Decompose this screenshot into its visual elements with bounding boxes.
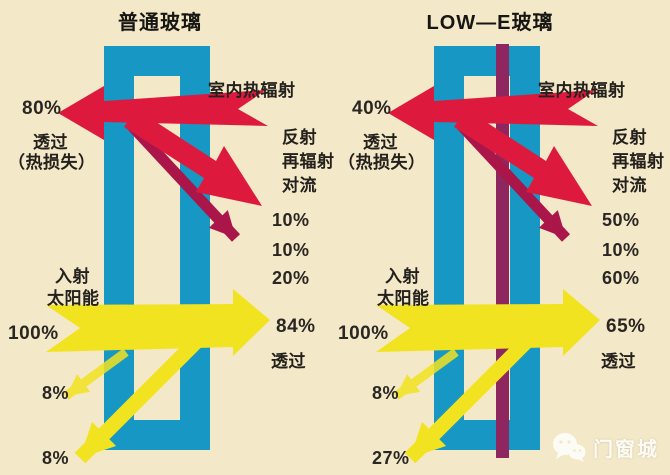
solar-through-label: 透过 <box>601 352 636 371</box>
convection-label: 对流 <box>612 176 647 195</box>
indoor-heat-arrow <box>58 86 268 140</box>
reflect-label: 反射 <box>612 128 647 147</box>
convection-pct: 60% <box>602 268 640 288</box>
solar-absorbed-arrow <box>404 322 546 464</box>
incident-solar-label-line1: 入射 <box>385 267 420 286</box>
indoor-heat-arrow <box>388 86 598 140</box>
reflect-pct: 10% <box>272 210 310 230</box>
heat-loss-note: （热损失） <box>8 153 96 172</box>
reradiate-label: 再辐射 <box>612 152 665 171</box>
reflected-heat-arrow <box>454 109 592 206</box>
reradiation-arrow <box>125 120 241 242</box>
reradiate-pct: 10% <box>272 240 310 260</box>
incident-solar-pct: 100% <box>8 323 59 344</box>
wechat-icon <box>553 433 586 462</box>
heat-loss-through-label: 透过 <box>33 133 68 152</box>
lowe-glass-panel: LOW—E玻璃 40% 透过 （热损失） 室内热辐射 反射 再辐射 对流 50%… <box>330 0 670 475</box>
reflected-heat-arrow <box>124 109 262 206</box>
reflect-pct: 50% <box>602 210 640 230</box>
window-frame <box>434 46 540 450</box>
solar-reflected-arrow <box>63 348 129 400</box>
window-frame <box>104 46 210 450</box>
heat-loss-pct: 40% <box>352 98 392 119</box>
heat-loss-through-label: 透过 <box>363 133 398 152</box>
reradiate-pct: 10% <box>602 240 640 260</box>
solar-absorbed-pct: 27% <box>372 448 410 468</box>
ordinary-glass-graphic <box>46 46 270 464</box>
reradiation-arrow <box>455 120 571 242</box>
solar-reflected-pct: 8% <box>372 383 400 403</box>
solar-absorbed-arrow <box>74 322 216 464</box>
heat-loss-note: （热损失） <box>338 153 426 172</box>
solar-reflected-pct: 8% <box>42 383 70 403</box>
indoor-heat-label: 室内热辐射 <box>208 81 296 100</box>
reradiate-label: 再辐射 <box>282 152 335 171</box>
panel-title: LOW—E玻璃 <box>426 12 554 34</box>
solar-main-arrow <box>46 289 270 356</box>
solar-through-pct: 84% <box>276 316 316 337</box>
panel-title: 普通玻璃 <box>118 12 202 34</box>
convection-label: 对流 <box>282 176 317 195</box>
incident-solar-label-line2: 太阳能 <box>47 289 100 308</box>
incident-solar-label-line1: 入射 <box>55 267 90 286</box>
solar-absorbed-pct: 8% <box>42 448 70 468</box>
ordinary-glass-panel: 普通玻璃 80% 透过 （热损失） 室内热辐射 反射 再辐射 对流 10% 10… <box>8 12 335 468</box>
heat-loss-pct: 80% <box>22 98 62 119</box>
solar-reflected-arrow <box>393 348 459 400</box>
solar-through-pct: 65% <box>606 316 646 337</box>
reflect-label: 反射 <box>282 128 317 147</box>
solar-through-label: 透过 <box>271 352 306 371</box>
solar-main-arrow <box>376 289 600 356</box>
indoor-heat-label: 室内热辐射 <box>538 81 626 100</box>
incident-solar-label-line2: 太阳能 <box>377 289 430 308</box>
incident-solar-pct: 100% <box>338 323 389 344</box>
watermark-text: 门窗城 <box>593 438 659 461</box>
lowe-glass-graphic <box>376 44 600 464</box>
convection-pct: 20% <box>272 268 310 288</box>
watermark: 门窗城 <box>552 430 659 464</box>
